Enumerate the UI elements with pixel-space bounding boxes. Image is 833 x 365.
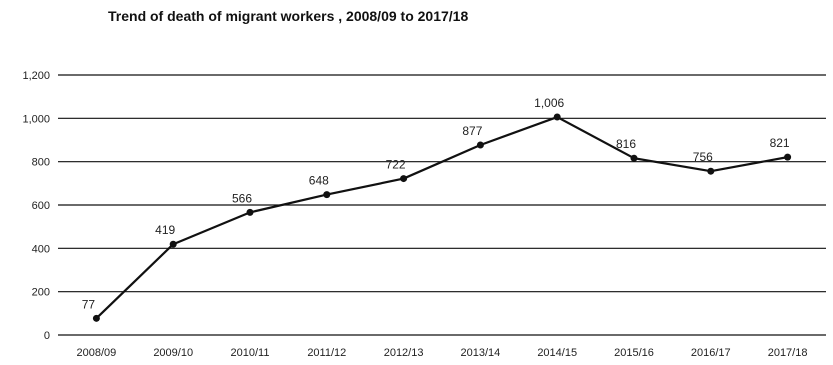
x-tick-label: 2010/11 [231,347,270,359]
y-tick-label: 1,200 [22,70,50,82]
data-label: 816 [616,137,636,151]
data-point [476,141,484,149]
data-label: 821 [770,136,790,150]
data-point [246,208,254,216]
x-tick-label: 2013/14 [461,347,501,359]
y-tick-label: 400 [32,243,50,255]
data-point [323,191,331,199]
data-label: 722 [386,158,406,172]
x-tick-label: 2011/12 [307,347,346,359]
data-point [630,154,638,162]
y-tick-label: 1,000 [22,113,50,125]
data-point [784,153,792,161]
data-point [400,175,408,183]
x-tick-label: 2012/13 [384,347,424,359]
y-tick-label: 0 [44,330,50,342]
data-label: 1,006 [534,96,564,110]
y-tick-label: 200 [32,287,50,299]
x-tick-label: 2016/17 [691,347,731,359]
data-label: 77 [82,297,96,311]
x-tick-label: 2008/09 [77,347,117,359]
data-point [169,240,177,248]
x-tick-label: 2017/18 [768,347,808,359]
x-tick-label: 2009/10 [153,347,193,359]
data-point [707,167,715,175]
y-tick-label: 800 [32,157,50,169]
x-tick-label: 2015/16 [614,347,654,359]
data-point [92,314,100,322]
data-label: 877 [462,124,482,138]
data-label: 419 [155,223,175,237]
data-point [553,113,561,121]
y-tick-label: 600 [32,200,50,212]
data-label: 648 [309,174,329,188]
data-label: 566 [232,191,252,205]
x-tick-label: 2014/15 [537,347,577,359]
data-label: 756 [693,150,713,164]
series-line [95,115,788,320]
chart-title: Trend of death of migrant workers , 2008… [108,8,469,24]
